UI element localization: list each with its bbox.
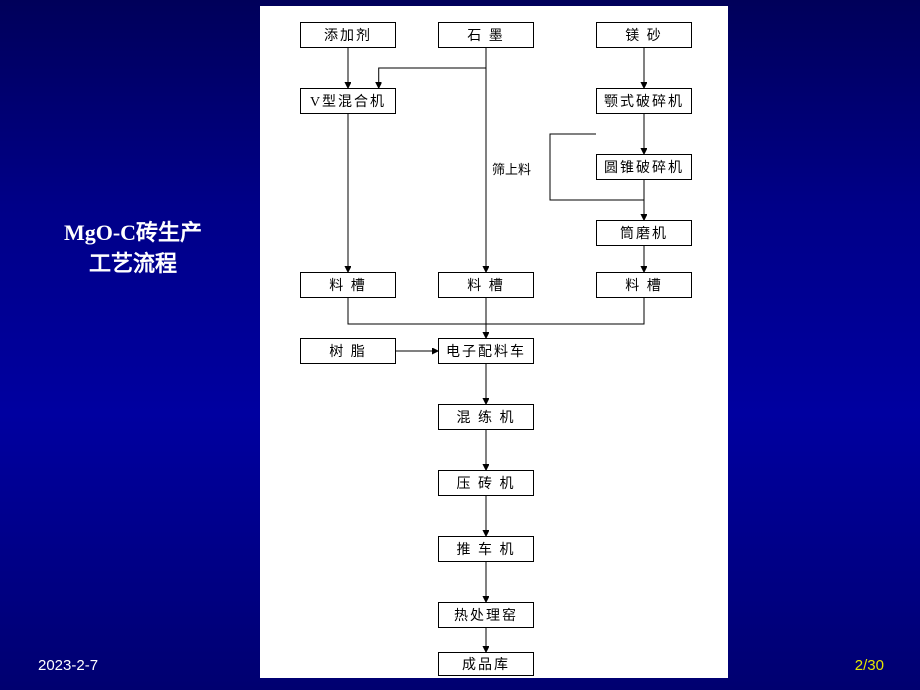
node-kiln: 热处理窑: [438, 602, 534, 628]
node-bin2: 料 槽: [438, 272, 534, 298]
node-jaw: 颚式破碎机: [596, 88, 692, 114]
node-press: 压 砖 机: [438, 470, 534, 496]
flowchart-diagram: 添加剂 石 墨 镁 砂 V型混合机 颚式破碎机 圆锥破碎机 筒磨机 料 槽 料 …: [260, 6, 728, 678]
node-resin: 树 脂: [300, 338, 396, 364]
node-additive: 添加剂: [300, 22, 396, 48]
node-cone: 圆锥破碎机: [596, 154, 692, 180]
footer-date: 2023-2-7: [38, 657, 98, 674]
node-tubemill: 筒磨机: [596, 220, 692, 246]
side-title: MgO-C砖生产 工艺流程: [28, 218, 238, 280]
node-graphite: 石 墨: [438, 22, 534, 48]
title-line-1: MgO-C砖生产: [28, 218, 238, 249]
label-sieve-oversize: 筛上料: [492, 159, 531, 178]
node-magnesia: 镁 砂: [596, 22, 692, 48]
node-mixer: 混 练 机: [438, 404, 534, 430]
node-batch: 电子配料车: [438, 338, 534, 364]
node-vmixer: V型混合机: [300, 88, 396, 114]
node-warehouse: 成品库: [438, 652, 534, 676]
node-bin1: 料 槽: [300, 272, 396, 298]
title-line-2: 工艺流程: [28, 249, 238, 280]
node-bin3: 料 槽: [596, 272, 692, 298]
node-pusher: 推 车 机: [438, 536, 534, 562]
footer-page-number: 2/30: [855, 657, 884, 674]
